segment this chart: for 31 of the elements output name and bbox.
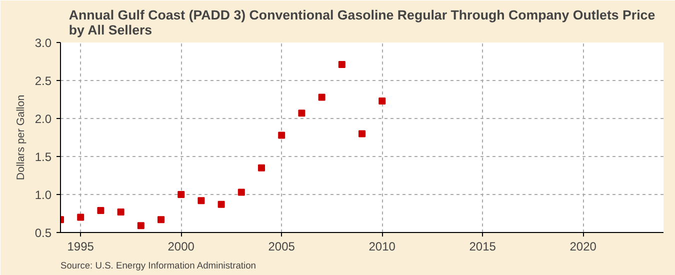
point <box>318 94 326 101</box>
point <box>278 132 286 139</box>
y-tick-label: 0.5 <box>34 226 52 240</box>
chart-title: Annual Gulf Coast (PADD 3) Conventional Gasoline Regular Through Company Outlets Price by All Sellers <box>68 8 656 38</box>
point <box>358 130 366 138</box>
y-tick-label: 2.5 <box>34 74 52 88</box>
point <box>238 188 245 196</box>
point <box>218 200 225 208</box>
x-tick-label: 2020 <box>570 240 597 254</box>
point <box>97 206 104 214</box>
point <box>258 164 265 172</box>
point <box>378 98 386 105</box>
y-tick-label: 2.0 <box>34 112 52 126</box>
point <box>298 110 306 117</box>
y-tick-label: 1.5 <box>34 150 52 164</box>
x-tick-label: 2010 <box>368 240 396 254</box>
y-tick-label: 1.0 <box>34 188 52 202</box>
y-tick-label: 3.0 <box>34 36 52 50</box>
x-tick-label: 1995 <box>67 240 94 254</box>
y-axis-title: Dollars per Gallon <box>14 94 27 180</box>
source-note: Source: U.S. Energy Information Administration <box>60 260 256 270</box>
point <box>117 208 124 216</box>
point <box>178 191 185 198</box>
point <box>137 222 144 230</box>
x-tick-label: 2005 <box>268 240 296 254</box>
point <box>198 197 205 204</box>
point <box>338 61 346 68</box>
point <box>158 216 164 224</box>
point <box>77 214 84 221</box>
x-tick-label: 2000 <box>168 240 195 254</box>
x-tick-label: 2015 <box>469 240 496 254</box>
